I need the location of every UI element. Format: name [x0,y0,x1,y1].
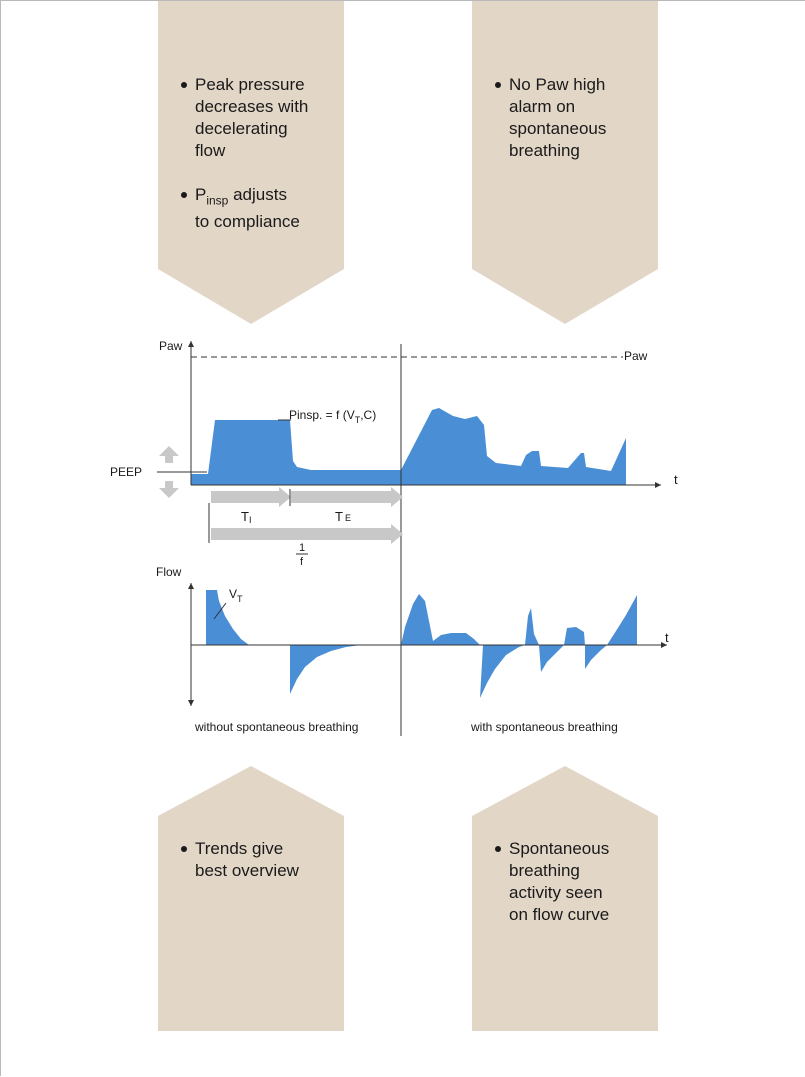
ti-arrow [211,487,291,507]
fraction-numerator: 1 [299,542,305,554]
flow-curve-mandatory-exp [290,645,361,694]
fraction-denominator: f [300,556,304,568]
cycle-period-arrow [211,524,403,544]
ti-label: TI [241,509,251,525]
callout-line: Peak pressure [195,75,305,94]
callout-line: Trends give [195,839,284,858]
bullet-spontaneous-activity: Spontaneous breathing activity seen on f… [495,838,655,926]
callout-line: alarm on [509,97,576,116]
flow-curve-mandatory-insp [206,590,249,645]
paw-limit-label: Paw [624,349,648,363]
bullet-trends: Trends give best overview [181,838,341,882]
callout-line: decelerating [195,119,288,138]
paw-axis-label: Paw [159,339,183,353]
left-caption: without spontaneous breathing [194,720,358,734]
callout-line: Spontaneous [509,839,610,858]
vt-leader-line [213,602,227,620]
callout-text-part: adjusts [228,185,287,204]
bullet-no-paw-alarm: No Paw high alarm on spontaneous breathi… [495,74,655,162]
peep-label: PEEP [110,465,142,479]
callout-text-part: P [195,185,207,204]
callout-line: best overview [195,861,299,880]
callout-line: spontaneous [509,119,607,138]
flow-curve-spontaneous [401,594,637,698]
peep-adjust-icon [159,446,179,498]
callout-top-left: Peak pressure decreases with deceleratin… [181,74,341,233]
pressure-time-label: t [674,472,678,487]
te-arrow [291,487,403,507]
callout-line: breathing [509,141,580,160]
callout-line: breathing [509,861,580,880]
callout-bottom-right-shape [472,766,658,1031]
callout-line: flow [195,141,226,160]
callout-line: activity seen [509,883,603,902]
callout-line: to compliance [195,212,300,232]
callout-top-left-shape [158,1,344,324]
pinsp-formula: Pinsp. = f (VT,C) [289,408,376,425]
callout-line: decreases with [195,97,309,116]
right-caption: with spontaneous breathing [470,720,618,734]
callout-bottom-left-shape [158,766,344,1031]
callout-line: Pinsp adjusts [195,184,341,211]
callout-line: on flow curve [509,905,610,924]
callout-top-right-shape [472,1,658,324]
pressure-curve-spontaneous [401,408,626,485]
callout-subscript: insp [206,193,229,208]
callout-top-right: No Paw high alarm on spontaneous breathi… [495,74,655,162]
pressure-curve-mandatory [191,420,401,485]
callout-line: No Paw high [509,75,606,94]
callout-bottom-right: Spontaneous breathing activity seen on f… [495,838,655,926]
vt-label: VT [229,587,243,604]
bullet-pinsp: Pinsp adjusts to compliance [181,184,341,233]
flow-time-label: t [665,630,669,645]
timing-arrows [208,487,403,544]
bullet-peak-pressure: Peak pressure decreases with deceleratin… [181,74,341,162]
callout-bottom-left: Trends give best overview [181,838,341,882]
flow-axis-label: Flow [156,565,182,579]
